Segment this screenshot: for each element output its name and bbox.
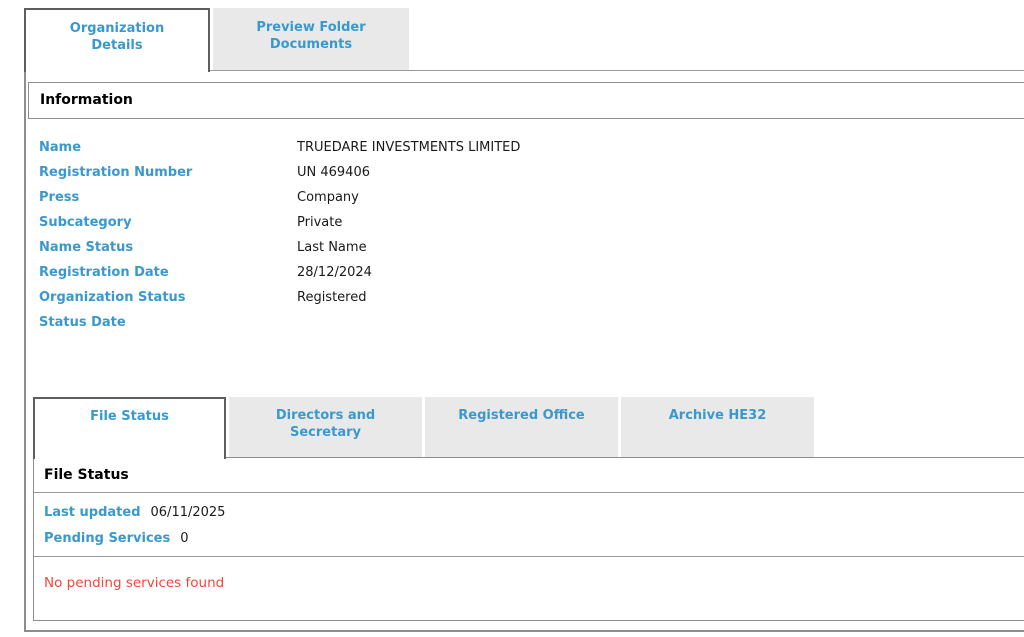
field-value: Last Name — [297, 240, 367, 255]
file-status-section-header: File Status — [34, 458, 1024, 493]
information-fields: Name TRUEDARE INVESTMENTS LIMITED Regist… — [26, 119, 1024, 335]
field-label: Name Status — [39, 240, 134, 255]
tab-preview-folder-documents[interactable]: Preview Folder Documents — [213, 8, 409, 70]
last-updated-label: Last updated — [44, 505, 141, 520]
pending-services-label: Pending Services — [44, 531, 171, 546]
file-status-panel: File Status Last updated 06/11/2025 Pendi… — [33, 457, 1024, 621]
information-section-header: Information — [28, 82, 1024, 119]
field-row-registration-date: Registration Date 28/12/2024 — [39, 260, 1024, 285]
sub-tab-bar: File Status Directors and Secretary Regi… — [33, 397, 1024, 459]
field-row-organization-status: Organization Status Registered — [39, 285, 1024, 310]
field-label: Press — [39, 190, 80, 205]
field-label: Registration Date — [39, 265, 169, 280]
empty-state-message: No pending services found — [44, 575, 225, 591]
tab-archive-he32[interactable]: Archive HE32 — [621, 397, 814, 457]
field-row-subcategory: Subcategory Private — [39, 210, 1024, 235]
field-value: TRUEDARE INVESTMENTS LIMITED — [297, 140, 521, 155]
pending-services-results: No pending services found — [34, 557, 1024, 619]
field-label: Status Date — [39, 315, 126, 330]
field-label: Organization Status — [39, 290, 186, 305]
tab-directors-and-secretary[interactable]: Directors and Secretary — [229, 397, 422, 457]
tab-file-status[interactable]: File Status — [33, 397, 226, 459]
field-value: UN 469406 — [297, 165, 370, 180]
field-label: Subcategory — [39, 215, 132, 230]
pending-services-row: Pending Services 0 — [44, 526, 1024, 552]
field-label: Name — [39, 140, 82, 155]
field-value: Private — [297, 215, 343, 230]
field-value: 28/12/2024 — [297, 265, 372, 280]
tab-organization-details[interactable]: Organization Details — [24, 8, 210, 72]
field-row-press: Press Company — [39, 185, 1024, 210]
file-status-summary: Last updated 06/11/2025 Pending Services 0 — [34, 493, 1024, 557]
top-tab-bar: Organization Details Preview Folder Docu… — [24, 8, 409, 72]
field-value: Company — [297, 190, 359, 205]
field-row-registration-number: Registration Number UN 469406 — [39, 160, 1024, 185]
field-row-status-date: Status Date — [39, 310, 1024, 335]
field-value: Registered — [297, 290, 367, 305]
last-updated-row: Last updated 06/11/2025 — [44, 500, 1024, 526]
field-label: Registration Number — [39, 165, 193, 180]
field-row-name-status: Name Status Last Name — [39, 235, 1024, 260]
pending-services-value: 0 — [180, 531, 189, 546]
organization-details-panel: Information Name TRUEDARE INVESTMENTS LI… — [24, 70, 1024, 632]
last-updated-value: 06/11/2025 — [150, 505, 226, 520]
field-row-name: Name TRUEDARE INVESTMENTS LIMITED — [39, 135, 1024, 160]
tab-registered-office[interactable]: Registered Office — [425, 397, 618, 457]
